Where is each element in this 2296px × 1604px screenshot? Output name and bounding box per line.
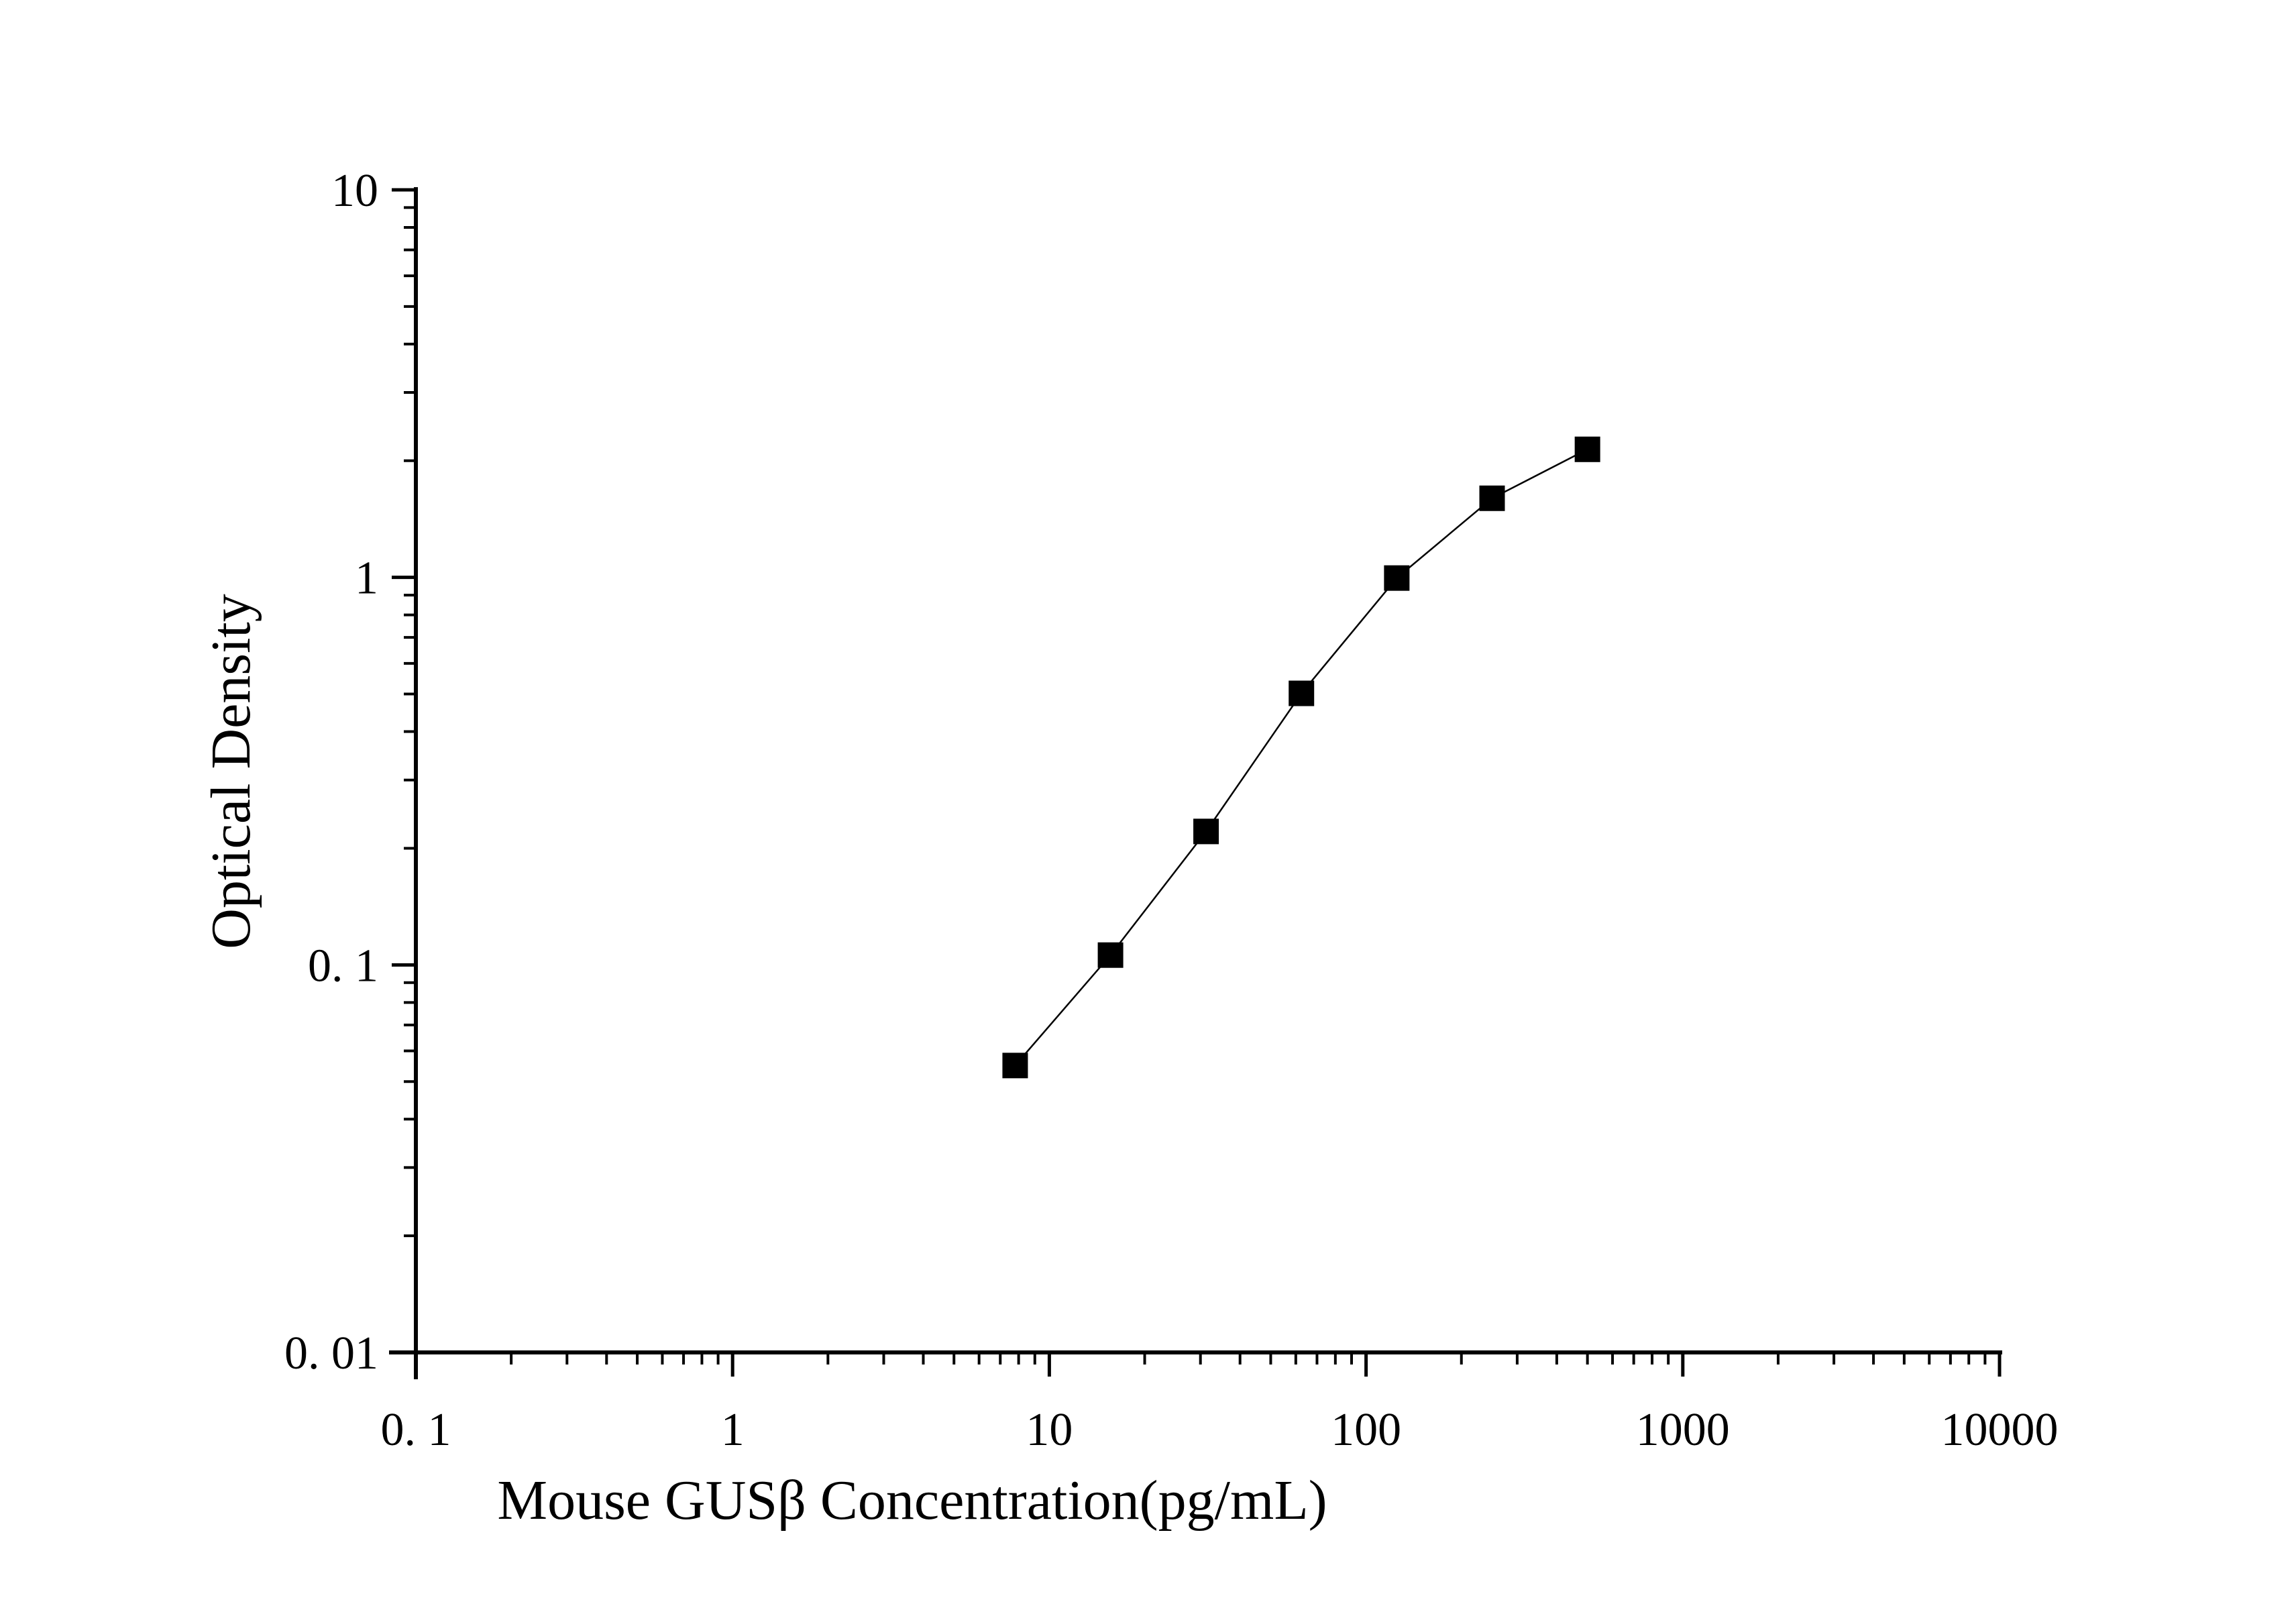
y-tick-label: 0. 1 — [308, 940, 378, 992]
data-point — [1097, 942, 1124, 968]
axes — [389, 187, 2002, 1379]
x-tick-label: 10000 — [1941, 1404, 2059, 1456]
y-tick-label: 0. 01 — [284, 1328, 378, 1379]
data-point — [1479, 485, 1505, 511]
data-point — [1384, 565, 1410, 591]
x-tick-label: 1 — [721, 1404, 745, 1456]
x-tick-label: 1000 — [1636, 1404, 1730, 1456]
y-tick-label: 10 — [331, 165, 378, 217]
series — [1002, 436, 1600, 1079]
series-line — [1014, 448, 1588, 1067]
data-point — [1289, 680, 1315, 706]
y-axis-label: Optical Density — [200, 594, 262, 949]
x-tick-label: 0. 1 — [381, 1404, 451, 1456]
y-tick-label: 1 — [355, 553, 378, 604]
data-point — [1193, 818, 1219, 845]
data-point — [1002, 1053, 1028, 1079]
x-tick-label: 10 — [1026, 1404, 1073, 1456]
x-tick-label: 100 — [1331, 1404, 1401, 1456]
x-axis-label: Mouse GUSβ Concentration(pg/mL) — [497, 1469, 1327, 1532]
data-point — [1574, 436, 1600, 462]
